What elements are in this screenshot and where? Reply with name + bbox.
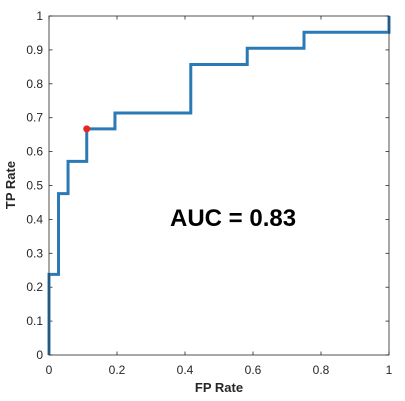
y-tick-label: 0.7 [26,111,43,125]
y-tick-label: 0 [36,348,43,362]
y-tick-label: 1 [36,9,43,23]
x-tick-label: 0.8 [313,363,330,377]
y-tick-label: 0.1 [26,314,43,328]
x-tick-label: 0 [46,363,53,377]
series-layer [47,16,391,355]
roc-curve-line [47,16,391,355]
y-tick-label: 0.2 [26,280,43,294]
y-tick-label: 0.6 [26,145,43,159]
plot-area [49,16,389,355]
y-tick-labels: 0 0.1 0.2 0.3 0.4 0.5 0.6 0.7 0.8 0.9 1 [26,9,43,362]
y-tick-label: 0.4 [26,212,43,226]
axes-box [48,15,390,356]
x-tick-label: 1 [386,363,393,377]
y-tick-label: 0.9 [26,43,43,57]
y-tick-label: 0.3 [26,246,43,260]
operating-point-marker [83,125,91,133]
x-tick-labels: 0 0.2 0.4 0.6 0.8 1 [46,363,393,377]
y-axis-label: TP Rate [3,161,18,209]
y-tick-label: 0.5 [26,179,43,193]
x-tick-label: 0.4 [177,363,194,377]
x-tick-label: 0.2 [109,363,126,377]
x-tick-label: 0.6 [245,363,262,377]
x-axis-label: FP Rate [195,380,243,395]
y-tick-label: 0.8 [26,77,43,91]
auc-annotation: AUC = 0.83 [170,205,296,232]
